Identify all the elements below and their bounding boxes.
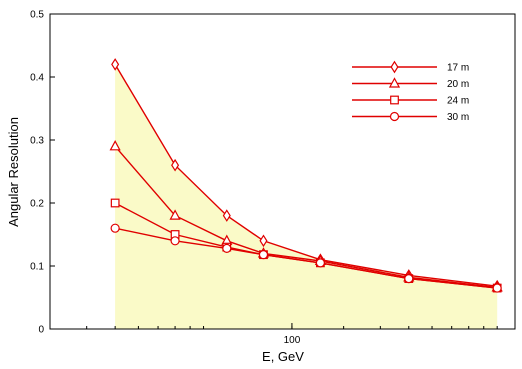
legend-item: 20 m — [352, 77, 469, 90]
plot-frame — [49, 13, 516, 330]
data-point — [171, 158, 180, 172]
data-point — [259, 234, 268, 248]
data-point — [315, 258, 325, 268]
data-point — [222, 243, 232, 253]
x-axis-title: E, GeV — [262, 349, 304, 364]
legend-marker — [388, 77, 401, 88]
y-tick-label: 0 — [38, 325, 44, 336]
data-point — [110, 198, 120, 208]
legend-item: 24 m — [352, 96, 469, 107]
x-tick-label: 100 — [284, 335, 301, 346]
y-tick-label: 0.3 — [30, 136, 44, 147]
data-point — [170, 236, 180, 246]
series-circle — [110, 223, 502, 293]
y-tick-label: 0.4 — [30, 73, 44, 84]
envelope-fill — [115, 64, 498, 330]
data-point — [169, 209, 181, 220]
data-point — [111, 58, 120, 71]
y-tick-label: 0.2 — [30, 199, 44, 210]
legend-marker — [390, 60, 399, 74]
data-point — [404, 274, 414, 284]
data-point — [492, 283, 502, 293]
legend-label: 17 m — [447, 63, 469, 74]
data-point — [109, 140, 121, 151]
data-point — [110, 223, 120, 233]
axis-layer: 0 0.1 0.2 0.3 0.4 0.5 100 — [30, 10, 516, 346]
legend-item: 17 m — [352, 60, 469, 74]
fill-layer — [115, 64, 498, 330]
legend-label: 20 m — [447, 79, 469, 90]
y-axis-title: Angular Resolution — [6, 117, 21, 227]
legend: 17 m 20 m 24 m 30 m — [352, 60, 469, 123]
data-point — [222, 209, 231, 222]
legend-marker — [390, 95, 399, 105]
data-point — [258, 250, 269, 260]
legend-label: 24 m — [447, 96, 469, 107]
legend-marker — [389, 111, 400, 122]
legend-label: 30 m — [447, 112, 469, 123]
series-layer — [109, 58, 503, 293]
y-tick-label: 0.5 — [30, 10, 44, 21]
legend-item: 30 m — [352, 111, 469, 123]
y-tick-label: 0.1 — [30, 262, 44, 273]
